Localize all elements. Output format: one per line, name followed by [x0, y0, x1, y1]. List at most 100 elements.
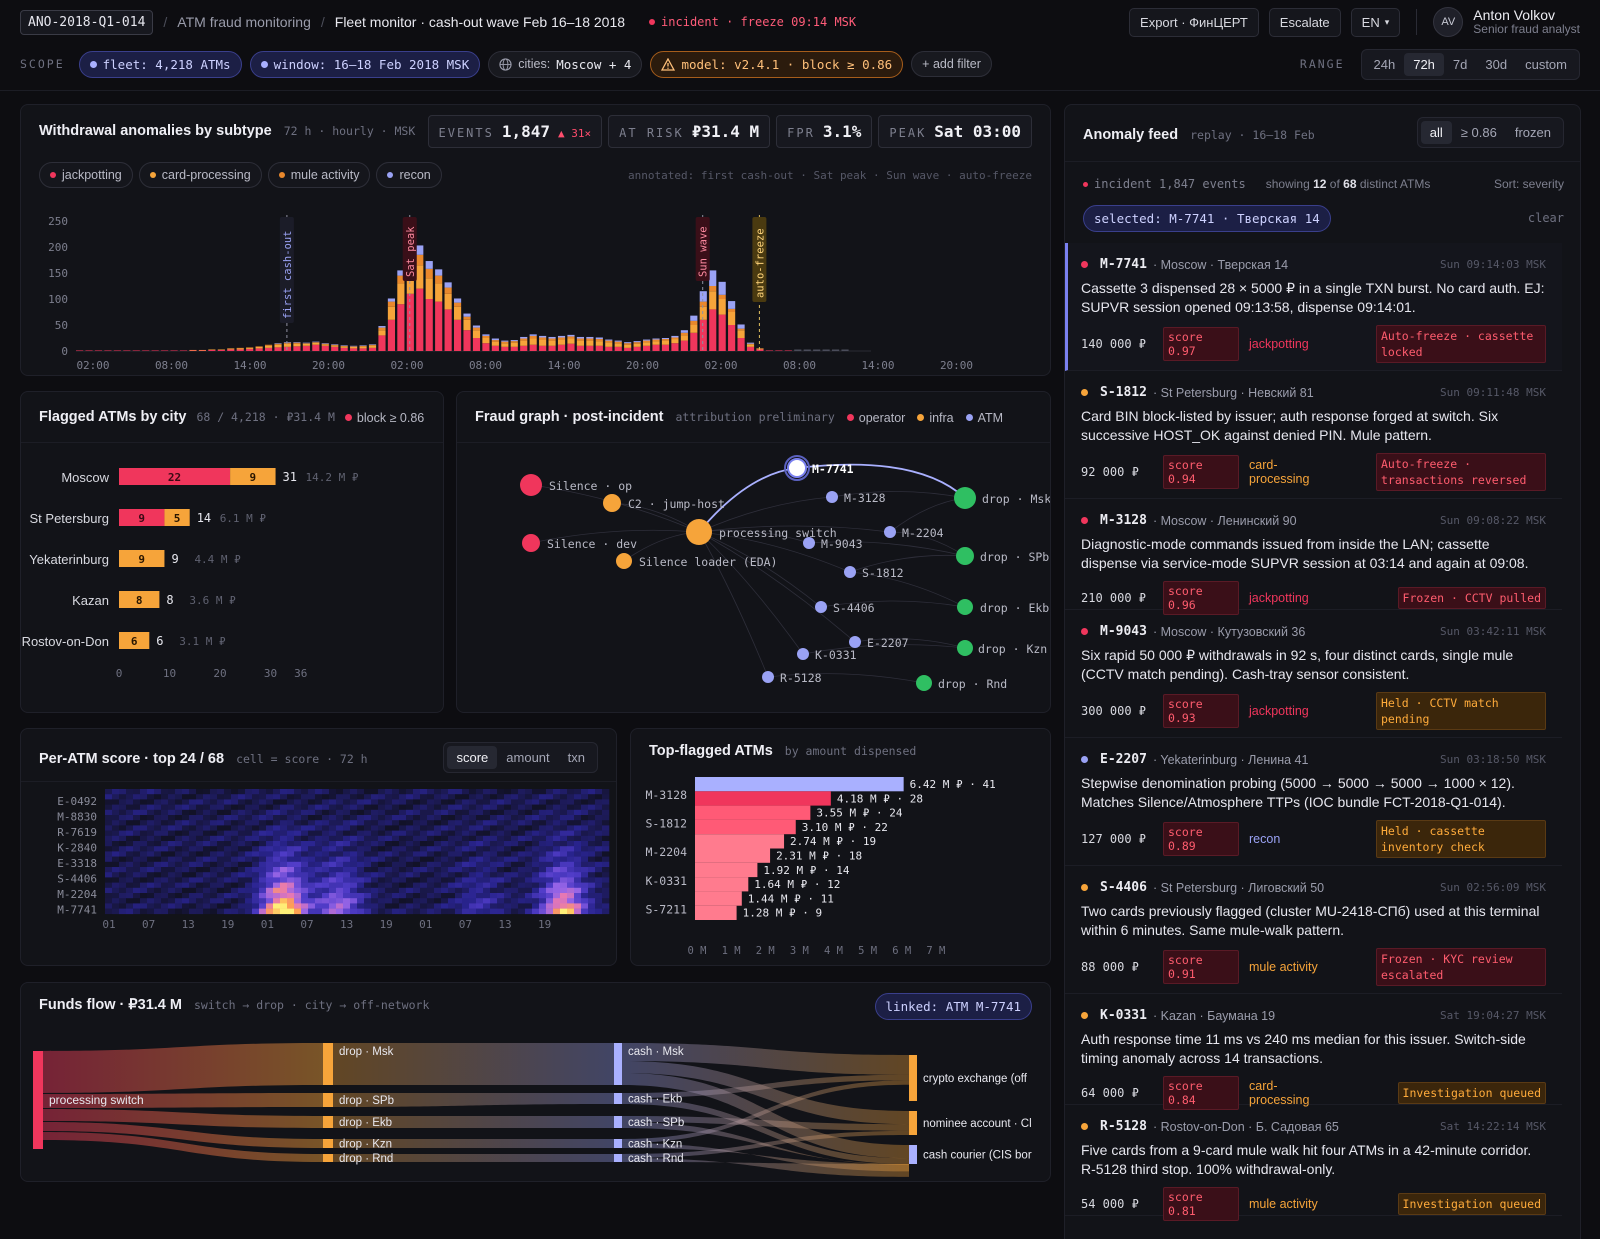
- graph-node[interactable]: E-2207: [849, 636, 909, 650]
- heat-cell: [266, 841, 274, 847]
- feed-atm-id[interactable]: R-5128: [1100, 1119, 1147, 1134]
- graph-node[interactable]: S-4406: [815, 601, 875, 615]
- feed-sort[interactable]: Sort: severity: [1493, 177, 1564, 191]
- feed-item[interactable]: E-2207 · Yekaterinburg · Ленина 41 Sun 03:…: [1065, 738, 1562, 866]
- feed-meta: 300 000 ₽ score 0.93 jackpotting Held · CCT…: [1081, 692, 1546, 730]
- heat-cell: [238, 789, 246, 795]
- feed-item[interactable]: R-5128 · Rostov-on-Don · Б. Садовая 65 Sat…: [1065, 1105, 1562, 1221]
- language-select[interactable]: EN ▾: [1350, 7, 1401, 37]
- graph-node[interactable]: Silence loader (EDA): [616, 553, 777, 569]
- bar-mule-activity: [340, 345, 348, 347]
- bar-jackpotting: [179, 350, 188, 351]
- node-circle: [686, 519, 712, 545]
- sankey-node-cash: [614, 1154, 622, 1162]
- graph-node[interactable]: drop · Ekb: [957, 599, 1049, 615]
- legend-mule-activity[interactable]: mule activity: [267, 162, 371, 188]
- feed-atm-id[interactable]: E-2207: [1100, 752, 1147, 767]
- heat-cell: [182, 898, 190, 904]
- sankey-node-out: [909, 1055, 917, 1101]
- tab-amount[interactable]: amount: [506, 750, 550, 765]
- feed-selected-chip[interactable]: selected: M-7741 · Тверская 14: [1083, 205, 1331, 232]
- heat-cell: [231, 882, 239, 889]
- filter-window[interactable]: window: 16–18 Feb 2018 MSK: [249, 50, 481, 78]
- feed-action[interactable]: Auto-freeze · cassette locked: [1376, 325, 1546, 363]
- legend-recon[interactable]: recon: [376, 162, 442, 188]
- feed-action[interactable]: Investigation queued: [1397, 1193, 1546, 1215]
- linked-atm-chip[interactable]: linked: ATM M-7741: [874, 993, 1032, 1020]
- bar-jackpotting: [387, 319, 395, 351]
- feed-atm-id[interactable]: M-7741: [1100, 257, 1147, 272]
- graph-node[interactable]: drop · Rnd: [916, 675, 1007, 691]
- feed-atm-id[interactable]: S-4406: [1100, 880, 1147, 895]
- range-option-72h[interactable]: 72h: [1404, 52, 1444, 76]
- graph-node[interactable]: Silence · dev: [522, 534, 637, 552]
- feed-action[interactable]: Auto-freeze · transactions reversed: [1376, 453, 1546, 491]
- graph-node[interactable]: drop · Kzn: [957, 640, 1047, 656]
- heat-cell: [112, 820, 120, 826]
- feed-item[interactable]: K-0331 · Kazan · Баумана 19 Sat 19:04:27 M…: [1065, 994, 1562, 1110]
- feed-atm-id[interactable]: M-3128: [1100, 513, 1147, 528]
- graph-node[interactable]: S-1812: [844, 566, 904, 580]
- graph-node[interactable]: M-2204: [884, 526, 944, 540]
- heat-cell: [133, 825, 141, 831]
- feed-item[interactable]: M-9043 · Moscow · Кутузовский 36 Sun 03:42…: [1065, 610, 1562, 738]
- feed-atm-id[interactable]: M-9043: [1100, 624, 1147, 639]
- feed-clear-button[interactable]: clear: [1527, 211, 1564, 225]
- escalate-button[interactable]: Escalate: [1268, 7, 1341, 37]
- tab-txn[interactable]: txn: [567, 750, 585, 765]
- feed-action[interactable]: Held · CCTV match pending: [1376, 692, 1546, 730]
- range-option-24h[interactable]: 24h: [1373, 56, 1396, 72]
- feed-action[interactable]: Investigation queued: [1397, 1082, 1546, 1104]
- graph-node[interactable]: drop · SPb: [956, 547, 1049, 565]
- tab-score[interactable]: score: [447, 746, 498, 769]
- feed-action[interactable]: Frozen · KYC review escalated: [1376, 948, 1546, 986]
- legend-jackpotting[interactable]: jackpotting: [39, 162, 133, 188]
- graph-node[interactable]: M-3128: [826, 491, 886, 505]
- heat-cell: [490, 820, 498, 826]
- feed-item[interactable]: S-4406 · St Petersburg · Лиговский 50 Sun …: [1065, 866, 1562, 994]
- filter-fleet[interactable]: fleet: 4,218 ATMs: [78, 50, 242, 78]
- heat-cell: [595, 830, 603, 837]
- filter-cities[interactable]: cities: Moscow + 4: [488, 50, 643, 78]
- feed-filter-option[interactable]: frozen: [1514, 125, 1551, 140]
- heat-cell: [525, 841, 533, 847]
- avatar[interactable]: AV: [1433, 7, 1464, 37]
- incident-id[interactable]: ANO-2018-Q1-014: [20, 9, 154, 35]
- feed-action[interactable]: Held · cassette inventory check: [1376, 820, 1546, 858]
- graph-node[interactable]: Silence · op: [520, 474, 632, 496]
- heat-cell: [119, 815, 127, 821]
- breadcrumb-monitoring[interactable]: ATM fraud monitoring: [177, 14, 311, 30]
- add-filter-button[interactable]: + add filter: [911, 51, 992, 77]
- heat-cell: [504, 846, 512, 852]
- graph-node[interactable]: M-9043: [803, 537, 863, 551]
- heat-cell: [399, 893, 407, 899]
- range-option-30d[interactable]: 30d: [1485, 56, 1508, 72]
- feed-filter-option[interactable]: all: [1420, 121, 1452, 144]
- graph-node[interactable]: drop · Msk: [954, 487, 1051, 509]
- graph-node[interactable]: R-5128: [762, 671, 822, 685]
- range-option-7d[interactable]: 7d: [1452, 56, 1468, 72]
- graph-node[interactable]: K-0331: [797, 648, 857, 662]
- feed-item[interactable]: S-1812 · St Petersburg · Невский 81 Sun 09…: [1065, 371, 1562, 499]
- feed-showing: showing 12 of 68 distinct ATMs: [1266, 177, 1431, 191]
- filter-model[interactable]: model: v2.4.1 · block ≥ 0.86: [650, 50, 904, 78]
- feed-atm-id[interactable]: S-1812: [1100, 385, 1147, 400]
- feed-atm-id[interactable]: K-0331: [1100, 1008, 1147, 1023]
- feed-action[interactable]: Frozen · CCTV pulled: [1397, 587, 1546, 609]
- export-button[interactable]: Export · ФинЦЕРТ: [1129, 7, 1259, 37]
- graph-node[interactable]: M-7741: [784, 455, 854, 481]
- heat-cell: [581, 898, 589, 904]
- graph-node[interactable]: processing switch: [686, 519, 837, 545]
- graph-node[interactable]: C2 · jump-host: [603, 494, 725, 512]
- heat-cell: [322, 898, 330, 904]
- range-option-custom[interactable]: custom: [1525, 56, 1567, 72]
- feed-item[interactable]: M-7741 · Moscow · Тверская 14 Sun 09:14:03…: [1065, 243, 1562, 371]
- legend-card-processing[interactable]: card-processing: [138, 162, 262, 188]
- feed-item[interactable]: M-3128 · Moscow · Ленинский 90 Sun 09:08:2…: [1065, 499, 1562, 615]
- heat-cell: [105, 861, 113, 868]
- heat-cell: [224, 903, 232, 909]
- heat-cell: [336, 804, 344, 811]
- bar-card-processing: [491, 341, 499, 346]
- feed-filter-option[interactable]: ≥ 0.86: [1460, 125, 1497, 140]
